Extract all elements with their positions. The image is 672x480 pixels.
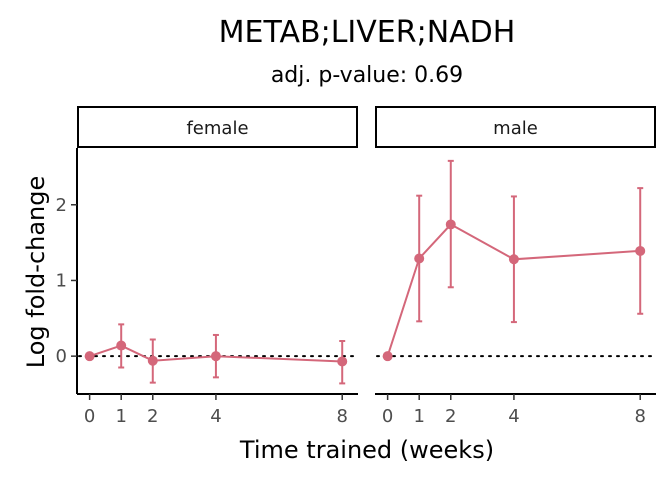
y-tick-label: 2	[56, 195, 67, 216]
data-point	[116, 340, 127, 351]
x-tick-label: 4	[210, 406, 221, 427]
facet-strip-label: female	[186, 118, 248, 139]
data-point	[382, 351, 393, 362]
x-tick-label: 2	[147, 406, 158, 427]
data-point	[508, 254, 519, 265]
data-point	[414, 253, 425, 264]
facet-strip	[77, 106, 358, 148]
y-tick-label: 0	[56, 346, 67, 367]
x-tick-label: 8	[336, 406, 347, 427]
x-tick-label: 2	[445, 406, 456, 427]
x-tick-label: 1	[115, 406, 126, 427]
facet-panel-male: male 0 1 2 4 8	[375, 106, 656, 427]
data-point	[635, 245, 646, 256]
data-point	[147, 355, 158, 366]
y-tick-label: 1	[56, 270, 67, 291]
data-point	[84, 351, 95, 362]
x-tick-label: 8	[634, 406, 645, 427]
data-point	[445, 219, 456, 230]
x-tick-label: 0	[382, 406, 393, 427]
chart-subtitle: adj. p-value: 0.69	[271, 63, 463, 88]
chart-title: METAB;LIVER;NADH	[219, 15, 516, 50]
x-axis-title: Time trained (weeks)	[239, 436, 494, 464]
y-axis-title: Log fold-change	[22, 176, 50, 369]
data-point	[337, 356, 348, 367]
facet-strip-label: male	[493, 118, 538, 139]
facet-strip	[375, 106, 656, 148]
x-tick-label: 1	[413, 406, 424, 427]
x-tick-label: 0	[84, 406, 95, 427]
data-point	[210, 351, 221, 362]
x-tick-label: 4	[508, 406, 519, 427]
